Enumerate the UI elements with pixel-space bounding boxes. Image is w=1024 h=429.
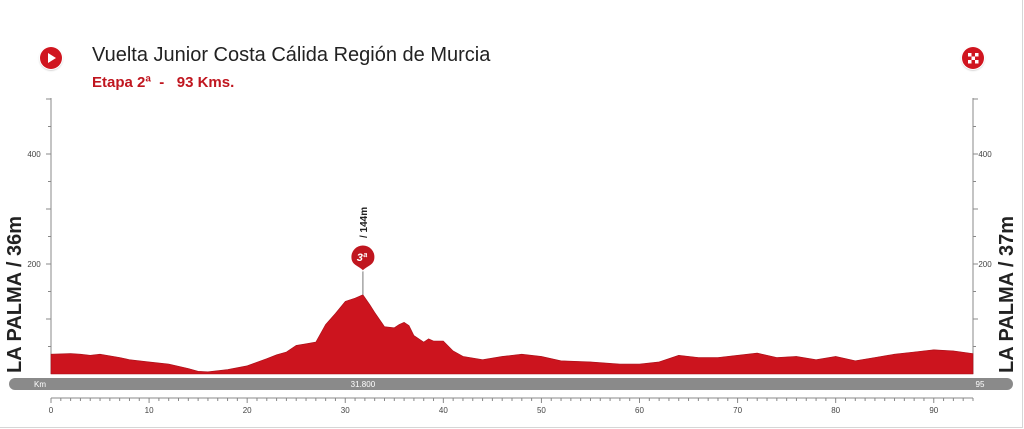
km-bar bbox=[9, 378, 1013, 390]
x-tick-label: 10 bbox=[145, 406, 154, 415]
start-play-icon bbox=[40, 47, 62, 69]
finish-checkered-flag-icon bbox=[962, 47, 984, 69]
chart-title: Vuelta Junior Costa Cálida Región de Mur… bbox=[92, 44, 491, 66]
y-tick-label-right: 200 bbox=[978, 260, 992, 269]
x-tick-label: 30 bbox=[341, 406, 350, 415]
y-tick-label-right: 400 bbox=[978, 150, 992, 159]
km-bar-left-label: Km bbox=[34, 380, 46, 389]
x-tick-label: 90 bbox=[929, 406, 938, 415]
checkered-flag-icon bbox=[968, 53, 979, 64]
stage-subtitle: Etapa 2ª - 93 Kms. bbox=[92, 74, 235, 91]
km-bar-total-label: 95 bbox=[976, 380, 985, 389]
km-bar-summit-label: 31.800 bbox=[351, 380, 376, 389]
climb-category-label: 3ª bbox=[357, 252, 368, 264]
x-tick-label: 50 bbox=[537, 406, 546, 415]
elevation-profile-area bbox=[50, 294, 974, 375]
x-tick-label: 40 bbox=[439, 406, 448, 415]
x-tick-label: 20 bbox=[243, 406, 252, 415]
x-tick-label: 60 bbox=[635, 406, 644, 415]
y-tick-label-left: 200 bbox=[27, 260, 41, 269]
summit-altitude-label: / 144m bbox=[359, 207, 370, 238]
climb-category-badge bbox=[350, 244, 376, 272]
x-tick-label: 0 bbox=[49, 406, 54, 415]
play-icon bbox=[48, 53, 56, 63]
x-tick-label: 80 bbox=[831, 406, 840, 415]
x-tick-label: 70 bbox=[733, 406, 742, 415]
y-tick-label-left: 400 bbox=[27, 150, 41, 159]
